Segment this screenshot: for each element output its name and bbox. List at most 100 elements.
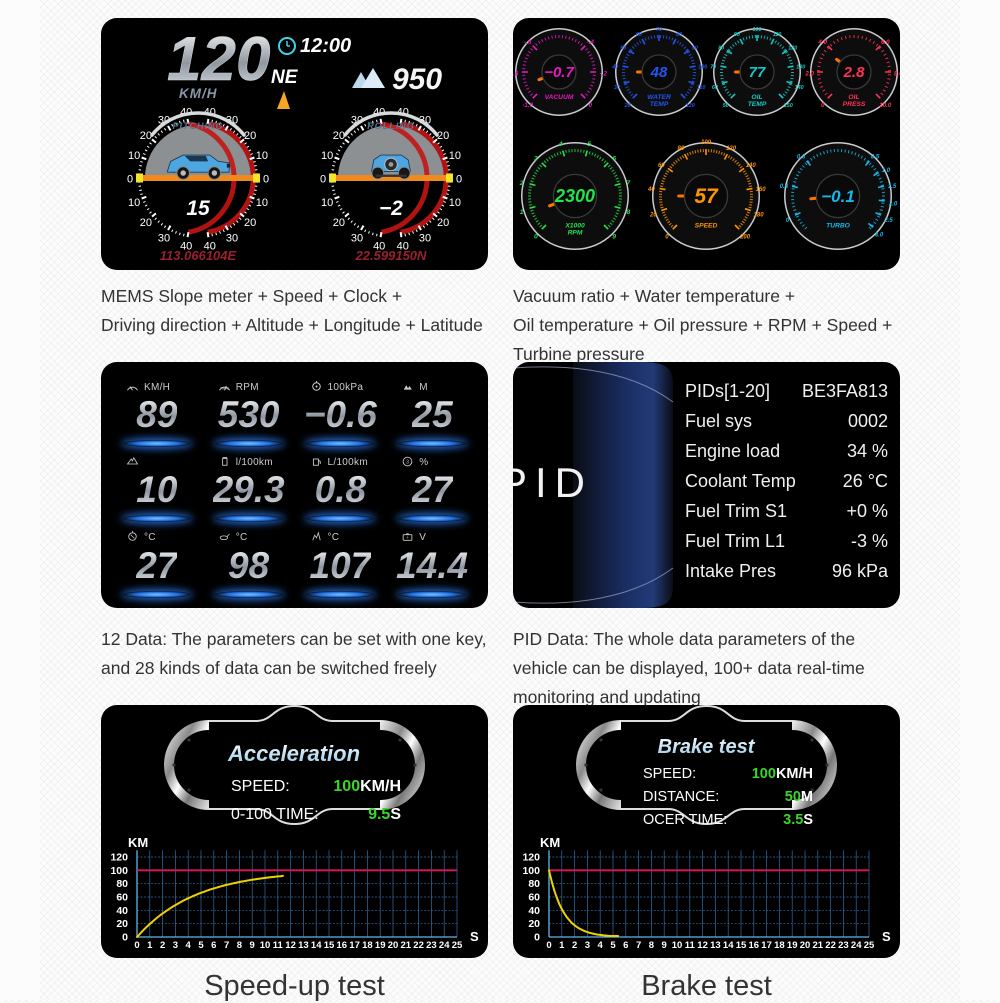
svg-text:4: 4 [598,940,604,951]
svg-text:WATER: WATER [647,94,671,101]
svg-text:10: 10 [128,197,140,209]
svg-text:23: 23 [838,940,849,951]
svg-text:-3 %: -3 % [851,531,888,551]
svg-text:57: 57 [694,185,719,208]
svg-text:30: 30 [158,232,170,244]
svg-text:10: 10 [672,940,683,951]
svg-text:DISTANCE:: DISTANCE: [643,789,719,805]
svg-text:16: 16 [749,940,760,951]
svg-text:100: 100 [701,140,712,146]
svg-text:-.4: -.4 [587,39,595,46]
svg-text:VACUUM: VACUUM [545,94,574,101]
svg-text:0: 0 [127,174,133,186]
svg-text:PIDs[1-20]: PIDs[1-20] [685,381,770,401]
svg-text:OCER TIME:: OCER TIME: [643,812,727,828]
svg-text:120: 120 [686,103,695,109]
svg-text:Coolant Temp: Coolant Temp [685,471,796,491]
svg-text:20: 20 [333,130,345,142]
svg-text:24: 24 [851,940,862,951]
svg-text:7: 7 [636,940,641,951]
svg-text:77: 77 [749,64,766,81]
svg-text:SPEED:: SPEED: [231,778,290,795]
svg-text:60: 60 [116,892,128,904]
svg-text:6.0: 6.0 [881,39,890,46]
svg-text:20: 20 [244,130,256,142]
svg-text:48: 48 [650,64,668,81]
svg-text:120: 120 [788,46,797,52]
svg-text:30: 30 [226,232,238,244]
svg-text:Fuel sys: Fuel sys [685,411,752,431]
svg-text:0.4: 0.4 [780,184,789,190]
svg-text:12: 12 [697,940,708,951]
svg-text:0: 0 [134,940,139,951]
svg-text:130: 130 [796,65,805,71]
svg-text:6: 6 [623,940,628,951]
svg-text:−0.1: −0.1 [821,187,855,206]
svg-text:90: 90 [692,46,698,52]
svg-text:15: 15 [736,940,747,951]
svg-text:80: 80 [116,878,128,890]
svg-text:RPM: RPM [220,386,228,390]
svg-text:KM: KM [128,835,148,850]
svg-text:-1.0: -1.0 [522,102,533,109]
svg-text:10: 10 [449,150,461,162]
svg-text:Acceleration: Acceleration [227,741,360,766]
svg-text:26 °C: 26 °C [843,471,888,491]
svg-text:TURBO: TURBO [826,223,851,230]
svg-text:950: 950 [392,63,442,96]
svg-text:60: 60 [636,32,642,38]
svg-text:25: 25 [452,940,463,951]
svg-text:20: 20 [116,918,128,930]
svg-text:10: 10 [260,940,271,951]
svg-text:14: 14 [311,940,322,951]
svg-text:120: 120 [726,146,737,152]
svg-text:2.0: 2.0 [804,71,814,78]
svg-text:3: 3 [406,459,409,465]
svg-text:20: 20 [624,103,631,109]
svg-text:RPM: RPM [568,230,583,237]
svg-text:180: 180 [754,213,765,219]
svg-text:0: 0 [122,932,128,944]
svg-text:OIL: OIL [848,94,859,101]
svg-text:5: 5 [198,940,204,951]
svg-text:120: 120 [167,25,270,94]
svg-text:10: 10 [256,150,268,162]
svg-text:80: 80 [718,46,724,52]
svg-text:+0 %: +0 % [846,501,888,521]
svg-text:60: 60 [712,85,718,91]
svg-text:2: 2 [572,940,577,951]
svg-text:-.2: -.2 [600,71,608,78]
svg-text:10: 10 [256,197,268,209]
svg-text:2.5: 2.5 [883,218,893,224]
svg-text:1.5: 1.5 [888,184,897,190]
svg-text:Intake Pres: Intake Pres [685,561,776,581]
svg-text:12:00: 12:00 [300,35,351,57]
svg-text:3.5S: 3.5S [783,812,813,828]
svg-text:17: 17 [761,940,772,951]
svg-text:0-100 TIME:: 0-100 TIME: [231,806,319,823]
svg-text:20: 20 [333,217,345,229]
svg-text:8.0: 8.0 [894,71,900,78]
svg-text:0: 0 [665,235,669,241]
svg-text:70: 70 [710,65,716,71]
svg-text:60: 60 [658,163,665,169]
svg-text:120: 120 [522,852,540,864]
svg-text:110: 110 [773,32,782,38]
svg-text:96 kPa: 96 kPa [832,561,889,581]
svg-text:20: 20 [388,940,399,951]
svg-text:11: 11 [685,940,696,951]
svg-text:3: 3 [585,940,590,951]
svg-text:S: S [882,929,891,944]
svg-text:22: 22 [825,940,836,951]
svg-text:100KM/H: 100KM/H [333,778,401,795]
svg-text:TEMP: TEMP [650,101,669,108]
svg-text:2: 2 [519,180,524,187]
svg-text:0: 0 [534,932,540,944]
svg-text:ROLLING: ROLLING [367,121,415,131]
svg-text:80: 80 [676,32,682,38]
svg-text:0002: 0002 [848,411,888,431]
svg-text:S: S [470,929,479,944]
svg-text:11: 11 [273,940,284,951]
svg-text:3: 3 [534,155,538,162]
svg-text:8: 8 [649,940,654,951]
